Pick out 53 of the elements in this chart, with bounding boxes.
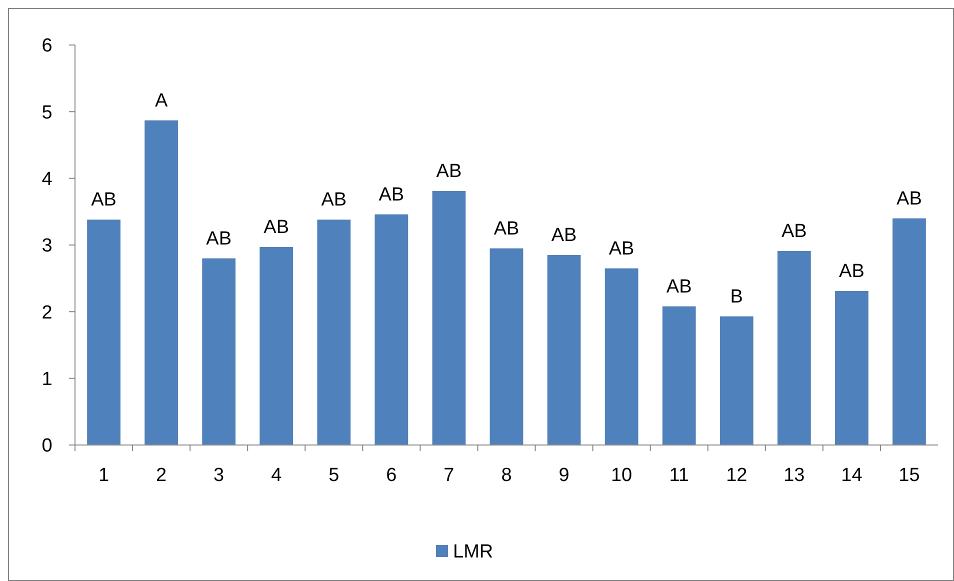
annotation: AB [206, 228, 232, 250]
bar [604, 268, 638, 445]
y-tick-label: 2 [42, 302, 52, 324]
bar [202, 258, 236, 445]
bar [547, 255, 581, 445]
x-tick-label: 2 [156, 465, 167, 486]
annotation: AB [666, 276, 692, 298]
bar [720, 316, 754, 445]
x-tick-label: 13 [784, 465, 805, 486]
annotation: B [730, 286, 743, 308]
bar [490, 248, 524, 445]
bar [892, 218, 926, 445]
legend-label: LMR [453, 542, 494, 563]
bar [777, 251, 811, 445]
x-tick-label: 4 [271, 465, 282, 486]
x-tick-label: 14 [841, 465, 863, 486]
x-tick-label: 15 [898, 465, 920, 486]
bar [432, 191, 466, 445]
annotation: AB [321, 190, 347, 211]
annotation: AB [781, 221, 807, 242]
y-tick-label: 0 [42, 436, 52, 457]
bar [662, 306, 696, 445]
annotation: A [154, 90, 168, 112]
x-tick-label: 1 [98, 465, 110, 486]
x-tick-label: 12 [726, 465, 748, 486]
annotation: AB [551, 225, 577, 246]
x-tick-label: 5 [328, 465, 340, 486]
x-tick-label: 10 [610, 465, 632, 486]
annotation: AB [896, 188, 922, 210]
x-tick-label: 11 [669, 465, 689, 486]
annotation: AB [608, 238, 634, 260]
annotation: AB [264, 217, 290, 238]
annotation: AB [378, 184, 404, 206]
y-tick-label: 6 [42, 36, 52, 57]
annotation: AB [436, 161, 462, 182]
y-tick-label: 4 [42, 168, 53, 190]
bar [835, 291, 868, 445]
y-tick-label: 3 [42, 236, 52, 257]
y-tick-label: 5 [42, 102, 52, 124]
x-tick-label: 8 [501, 465, 512, 486]
x-tick-label: 9 [558, 465, 570, 486]
y-tick-label: 1 [42, 368, 52, 390]
bar [317, 220, 351, 445]
annotation: AB [91, 190, 116, 211]
x-tick-label: 6 [386, 465, 397, 486]
annotation: AB [494, 218, 520, 240]
bar [260, 247, 294, 445]
x-tick-label: 3 [214, 465, 224, 486]
x-tick-label: 7 [444, 465, 454, 486]
annotation: AB [839, 261, 864, 282]
bar [374, 214, 408, 445]
bar [87, 220, 120, 445]
bar [144, 120, 178, 445]
